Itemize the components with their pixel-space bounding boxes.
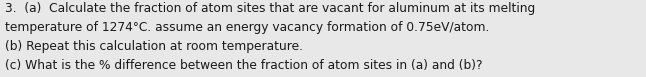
Text: (b) Repeat this calculation at room temperature.: (b) Repeat this calculation at room temp… — [5, 40, 303, 53]
Text: (c) What is the % difference between the fraction of atom sites in (a) and (b)?: (c) What is the % difference between the… — [5, 59, 483, 72]
Text: temperature of 1274°C. assume an energy vacancy formation of 0.75eV/atom.: temperature of 1274°C. assume an energy … — [5, 21, 490, 34]
Text: 3.  (a)  Calculate the fraction of atom sites that are vacant for aluminum at it: 3. (a) Calculate the fraction of atom si… — [5, 2, 536, 15]
